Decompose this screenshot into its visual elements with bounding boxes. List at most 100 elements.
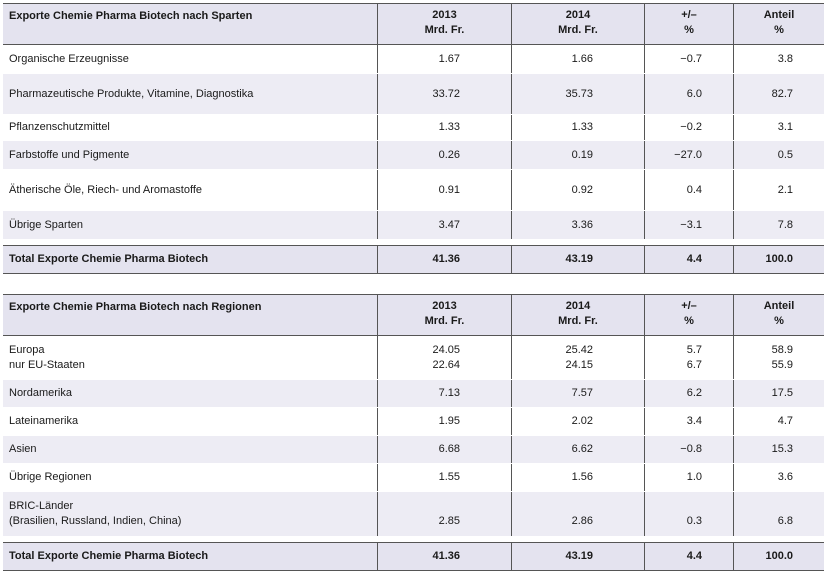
value-change: 4.4 <box>645 246 734 273</box>
value-share-line <box>734 499 793 514</box>
value-2013: 3.47 <box>378 211 512 239</box>
header-year: 2014 <box>565 300 591 312</box>
value-2013-line: 33.72 <box>432 87 460 100</box>
table-exports-by-region: Exporte Chemie Pharma Biotech nach Regio… <box>3 294 824 571</box>
row-label: Lateinamerika <box>3 408 378 435</box>
value-2014-line: 0.92 <box>571 183 593 196</box>
header-unit: Mrd. Fr. <box>424 24 465 36</box>
table-row: Lateinamerika 1.95 2.02 3.4 4.7 <box>3 408 824 436</box>
value-share-line: 3.8 <box>777 52 793 65</box>
value-2013-line: 7.13 <box>438 387 460 399</box>
value-share: 7.8 <box>734 211 824 239</box>
header-title: Exporte Chemie Pharma Biotech nach Regio… <box>3 295 378 335</box>
header-unit: Mrd. Fr. <box>424 315 465 327</box>
value-share-line: 6.8 <box>777 515 793 527</box>
value-change: −27.0 <box>645 141 734 169</box>
value-2013-line: 1.67 <box>438 52 460 65</box>
value-share: 3.1 <box>734 115 824 140</box>
value-change-line: 3.4 <box>686 415 702 427</box>
table-row: BRIC-Länder (Brasilien, Russland, Indien,… <box>3 492 824 537</box>
row-label-line: Nordamerika <box>9 387 72 399</box>
value-share: 15.3 <box>734 436 824 463</box>
value-share: 100.0 <box>734 246 824 273</box>
header-unit: % <box>774 24 784 36</box>
row-label-line: Asien <box>9 443 37 455</box>
value-2014-line: 25.42 <box>565 343 593 356</box>
table-row: Asien 6.68 6.62 −0.8 15.3 <box>3 436 824 464</box>
value-2014: 1.33 <box>512 115 645 140</box>
row-label: Ätherische Öle, Riech- und Aromastoffe <box>3 170 378 210</box>
value-change-line: −3.1 <box>680 218 702 231</box>
value-share: 58.9 55.9 <box>734 336 824 379</box>
header-change: +/–% <box>645 295 734 335</box>
row-label: Übrige Sparten <box>3 211 378 239</box>
spacer <box>3 537 824 542</box>
total-row: Total Exporte Chemie Pharma Biotech 41.36… <box>3 245 824 274</box>
header-unit: Mrd. Fr. <box>558 24 598 36</box>
value-share-line: 17.5 <box>771 387 793 399</box>
value-2014: 43.19 <box>512 543 645 570</box>
value-2013: 1.33 <box>378 115 512 140</box>
value-2013-line: 0.26 <box>438 148 460 161</box>
value-share-line: 3.6 <box>777 471 793 483</box>
value-2014-line: 1.66 <box>571 52 593 65</box>
value-2013: 2.85 <box>378 492 512 536</box>
spacer <box>3 240 824 245</box>
value-2014: 3.36 <box>512 211 645 239</box>
value-share-line: 7.8 <box>777 218 793 231</box>
value-2013-line: 24.05 <box>432 343 460 356</box>
value-share-line: 2.1 <box>777 183 793 196</box>
row-label-line: Pharmazeutische Produkte, Vitamine, Diag… <box>9 87 254 100</box>
value-2014-line: 35.73 <box>565 87 593 100</box>
header-share: Anteil% <box>734 295 824 335</box>
header-title-text: Exporte Chemie Pharma Biotech nach Regio… <box>9 301 262 313</box>
row-label-line: Übrige Regionen <box>9 471 92 483</box>
row-label: Übrige Regionen <box>3 464 378 491</box>
value-change: 3.4 <box>645 408 734 435</box>
value-2014-line: 3.36 <box>571 218 593 231</box>
header-unit: % <box>684 315 694 327</box>
value-2014: 2.02 <box>512 408 645 435</box>
value-2014-line: 24.15 <box>565 358 593 371</box>
value-2013: 1.67 <box>378 45 512 73</box>
header-change-label: +/– <box>681 300 697 312</box>
value-2014-line: 2.86 <box>571 515 593 527</box>
value-change-line: 1.0 <box>686 471 702 483</box>
value-change-line: 5.7 <box>686 343 702 356</box>
row-label-line: Farbstoffe und Pigmente <box>9 148 130 161</box>
value-change: 0.3 <box>645 492 734 536</box>
row-label-line: Total Exporte Chemie Pharma Biotech <box>9 253 209 265</box>
row-label: Pharmazeutische Produkte, Vitamine, Diag… <box>3 74 378 114</box>
row-label: Total Exporte Chemie Pharma Biotech <box>3 543 378 570</box>
value-share-line: 55.9 <box>771 358 793 371</box>
value-change: 5.7 6.7 <box>645 336 734 379</box>
value-2014: 1.56 <box>512 464 645 491</box>
header-share: Anteil% <box>734 4 824 44</box>
value-2013-line: 41.36 <box>432 253 460 265</box>
value-share: 3.8 <box>734 45 824 73</box>
value-change-line: −27.0 <box>674 148 702 161</box>
header-2014: 2014 Mrd. Fr. <box>512 295 645 335</box>
header-share-label: Anteil <box>763 9 795 21</box>
value-share: 3.6 <box>734 464 824 491</box>
value-share-line: 82.7 <box>771 87 793 100</box>
row-label: Nordamerika <box>3 380 378 407</box>
value-share: 82.7 <box>734 74 824 114</box>
row-label-line: Organische Erzeugnisse <box>9 52 129 65</box>
value-2014: 0.19 <box>512 141 645 169</box>
header-2013: 2013 Mrd. Fr. <box>378 4 512 44</box>
value-2014: 7.57 <box>512 380 645 407</box>
value-share: 100.0 <box>734 543 824 570</box>
value-change-line: −0.2 <box>680 121 702 133</box>
header-year: 2014 <box>565 9 591 21</box>
table-row: Pharmazeutische Produkte, Vitamine, Diag… <box>3 74 824 115</box>
value-2014-line: 6.62 <box>571 443 593 455</box>
value-share-line: 58.9 <box>771 343 793 356</box>
row-label: Asien <box>3 436 378 463</box>
header-change-label: +/– <box>681 9 697 21</box>
value-change-line: 0.4 <box>686 183 702 196</box>
row-label-line: Ätherische Öle, Riech- und Aromastoffe <box>9 183 203 196</box>
table-row: Organische Erzeugnisse 1.67 1.66 −0.7 3.8 <box>3 45 824 74</box>
value-2013-line: 41.36 <box>432 550 460 562</box>
header-share-label: Anteil <box>763 300 795 312</box>
